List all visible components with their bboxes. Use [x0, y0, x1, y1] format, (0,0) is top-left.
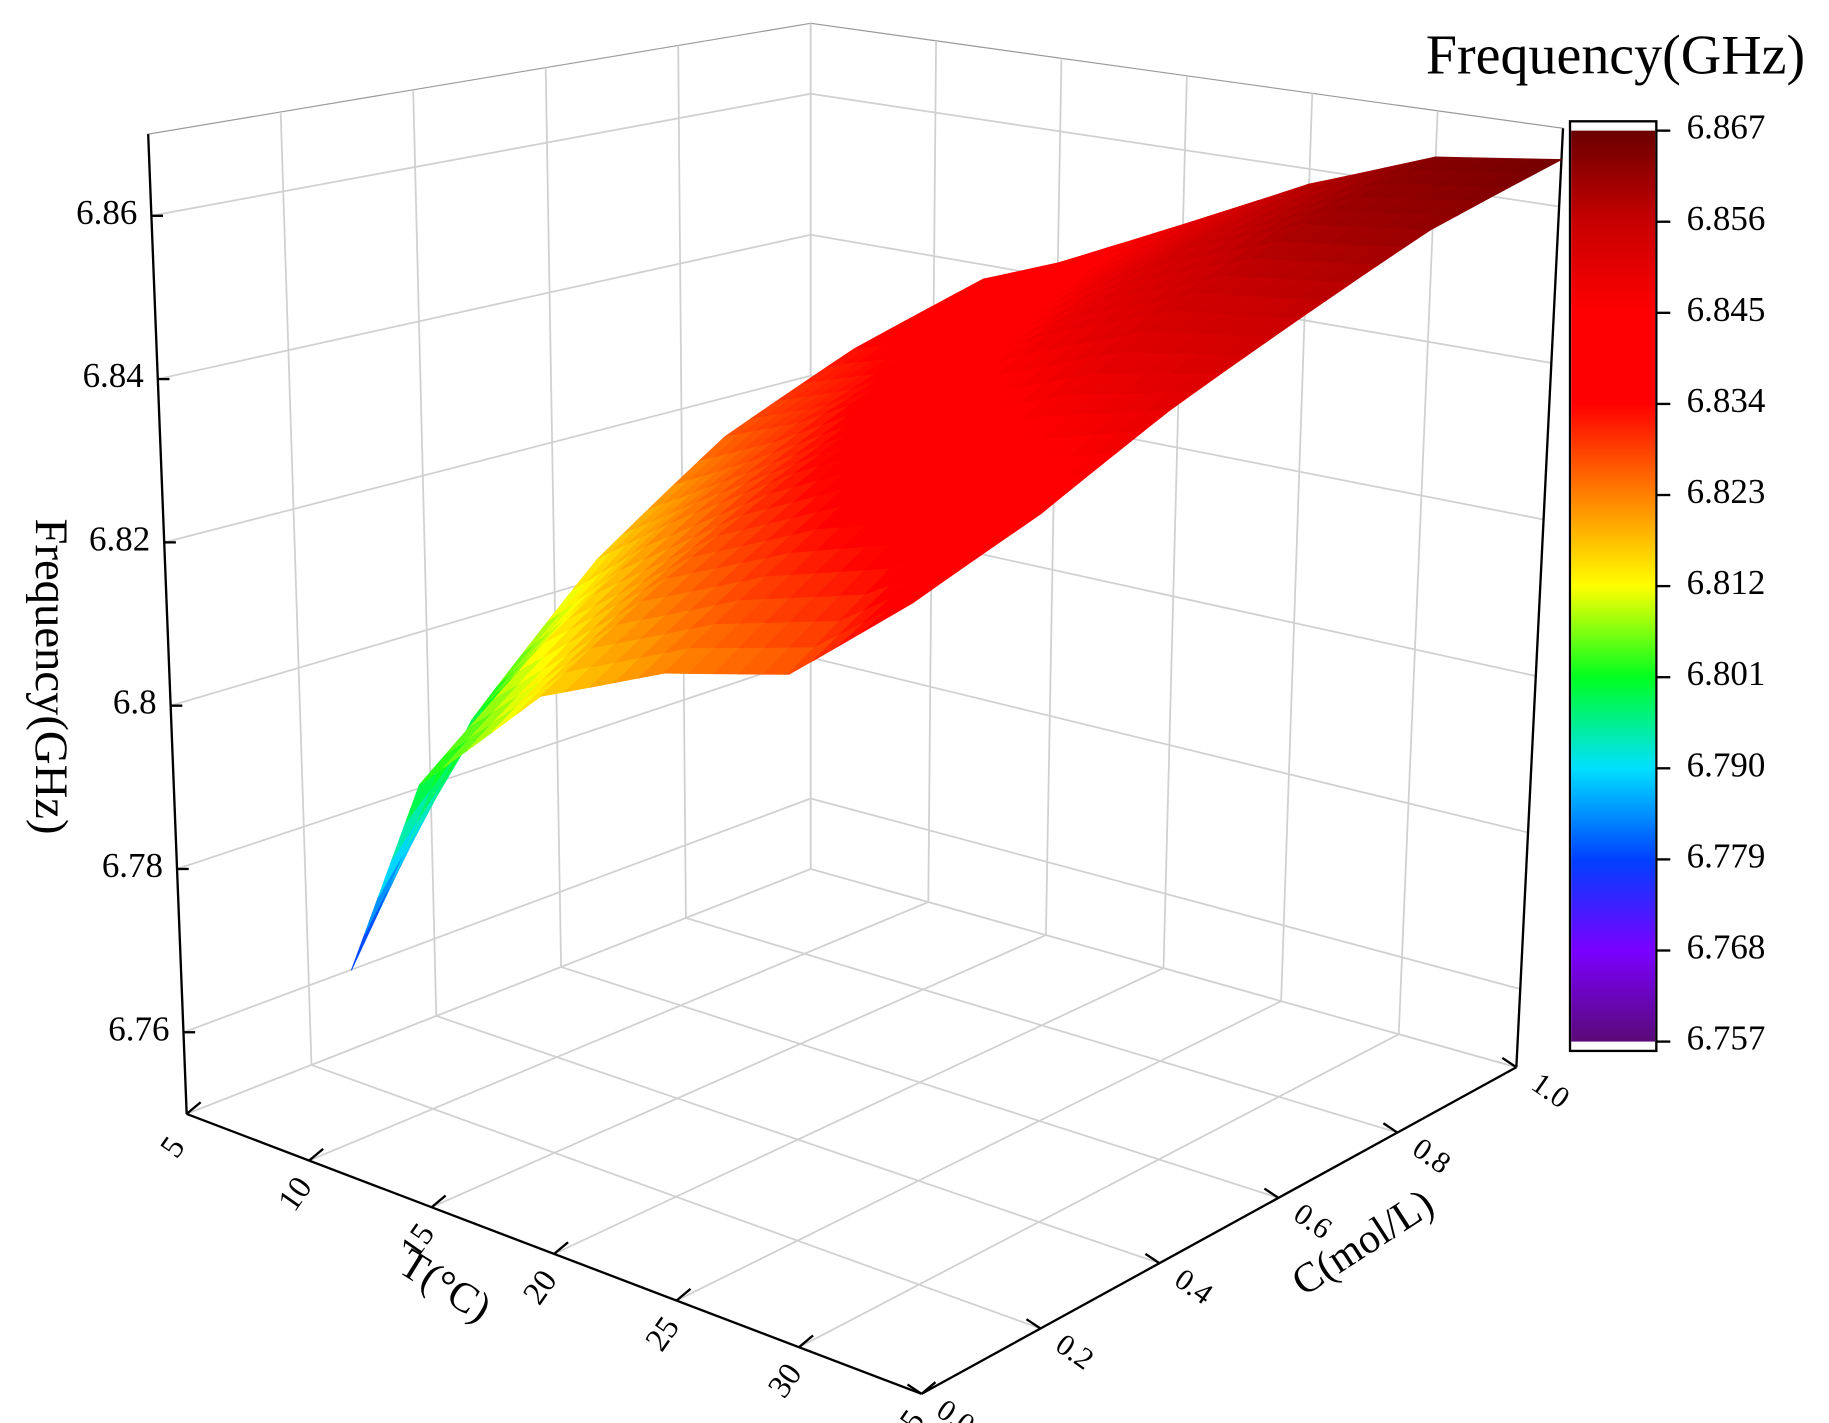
grid-line — [176, 656, 811, 870]
colorbar-gradient — [1571, 130, 1656, 1042]
x-tick-label: 35 — [884, 1404, 932, 1423]
x-axis-title: T(°C) — [391, 1240, 499, 1331]
z-tick-label: 6.82 — [89, 519, 150, 558]
x-tick — [675, 1287, 692, 1302]
y-axis-line — [920, 1066, 1517, 1395]
x-tick-label: 20 — [516, 1264, 564, 1311]
surface — [350, 156, 1564, 971]
grid-line — [560, 966, 1279, 1199]
colorbar-tick-label: 6.834 — [1687, 381, 1766, 420]
x-tick — [308, 1148, 324, 1162]
x-tick — [430, 1194, 447, 1209]
grid-line — [183, 797, 811, 1034]
grid-line — [435, 1015, 1160, 1265]
grid-line — [810, 797, 1521, 990]
x-tick-label: 30 — [761, 1357, 809, 1404]
colorbar-tick-label: 6.856 — [1687, 199, 1766, 238]
grid-line — [798, 1033, 1400, 1348]
grid-line — [163, 374, 811, 544]
colorbar-tick-label: 6.845 — [1687, 290, 1766, 329]
grid-line — [553, 967, 1164, 1255]
colorbar-tick-label: 6.801 — [1687, 654, 1766, 693]
grid-line — [544, 67, 562, 967]
x-tick-label: 10 — [271, 1170, 319, 1217]
grid-line — [157, 233, 811, 380]
y-tick-label: 0.8 — [1407, 1131, 1458, 1181]
colorbar-tick-label: 6.790 — [1687, 745, 1766, 784]
grid-line — [810, 656, 1529, 834]
z-tick-label: 6.78 — [102, 846, 163, 885]
x-tick — [920, 1381, 937, 1395]
grid-line — [1397, 110, 1439, 1035]
grid-line — [685, 917, 1398, 1134]
y-tick — [1263, 1187, 1280, 1199]
grid-line — [308, 901, 929, 1162]
wall-edge — [1515, 128, 1565, 1068]
colorbar-tick-label: 6.768 — [1687, 928, 1766, 967]
z-tick-label: 6.76 — [108, 1009, 169, 1048]
x-tick-label: 5 — [154, 1130, 193, 1164]
colorbar-title: Frequency(GHz) — [1426, 24, 1805, 86]
grid-line — [431, 934, 1047, 1209]
colorbar-tick-label: 6.812 — [1687, 563, 1766, 602]
y-tick-label: 1.0 — [1525, 1066, 1576, 1116]
y-tick-label: 0.4 — [1169, 1262, 1220, 1312]
z-tick-label: 6.86 — [76, 193, 137, 232]
y-tick — [1501, 1056, 1518, 1069]
z-axis-title: Frequency(GHz) — [25, 519, 77, 835]
y-tick — [1144, 1252, 1161, 1265]
y-tick — [1025, 1318, 1042, 1330]
y-tick-label: 0.2 — [1050, 1327, 1101, 1377]
x-tick — [185, 1101, 202, 1115]
y-tick — [906, 1383, 923, 1395]
z-tick-label: 6.8 — [113, 683, 157, 722]
grid-line — [412, 89, 438, 1016]
grid-line — [151, 92, 811, 217]
x-tick-label: 25 — [639, 1310, 687, 1357]
z-axis-line — [147, 134, 188, 1114]
grid-line — [810, 868, 1517, 1069]
colorbar-tick-label: 6.779 — [1687, 836, 1766, 875]
x-tick — [553, 1241, 569, 1255]
colorbar-tick-label: 6.757 — [1687, 1019, 1766, 1058]
surface-patch — [887, 584, 939, 618]
grid-line — [186, 868, 812, 1115]
colorbar-tick-label: 6.823 — [1687, 472, 1766, 511]
x-tick — [798, 1334, 814, 1349]
y-tick — [1382, 1122, 1399, 1134]
y-tick-label: 0.0 — [931, 1392, 982, 1423]
z-tick-label: 6.84 — [83, 356, 144, 395]
grid-line — [676, 1000, 1282, 1302]
colorbar-tick-label: 6.867 — [1687, 108, 1766, 147]
grid-line — [279, 111, 313, 1065]
grid-line — [311, 1064, 1041, 1330]
